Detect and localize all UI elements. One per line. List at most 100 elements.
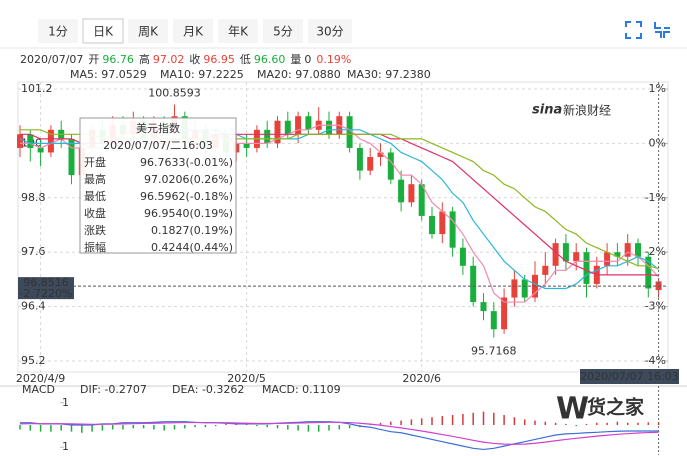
candle-body [521,279,528,298]
tooltip-time: 2020/07/07/二16:03 [103,139,213,152]
tab-label[interactable]: 年K [228,25,249,39]
info-value: 96.95 [203,53,235,66]
y2-tick-label: -3% [645,300,666,313]
candle-body [511,279,518,298]
candle-body [604,252,611,266]
candle-body [356,147,363,171]
tooltip-label: 收盘 [84,206,106,220]
candle-body [459,247,466,266]
tab-label[interactable]: 周K [138,25,159,39]
tooltip-label: 最低 [84,190,106,203]
candle-body [573,252,580,262]
info-label: 低 [240,53,251,66]
candle-body [243,143,250,148]
tab[interactable] [263,19,303,43]
legend-entry: MA30: 97.2380 [347,68,431,81]
info-value: 96.76 [102,53,134,66]
macd-tick-label: 1 [62,396,69,409]
candle-body [480,302,487,312]
macd-legend: DIF: -0.2707 [80,383,147,396]
candle-body [367,157,374,171]
info-value: 96.60 [254,53,286,66]
tab[interactable] [308,19,352,43]
legend-entry: MA5: 97.0529 [70,68,147,81]
candle-body [17,134,23,148]
tab[interactable] [38,19,78,43]
tab[interactable] [82,18,124,44]
candle-body [47,129,54,153]
tooltip-label: 最高 [84,172,106,186]
candle-body [490,311,497,330]
info-change: 0.19% [316,53,351,66]
tooltip-title: 美元指数 [136,121,180,135]
tooltip-label: 开盘 [84,155,106,169]
candle-body [562,243,569,262]
y-tick-label: 95.2 [21,354,46,367]
expand-icon[interactable] [625,21,642,39]
info-value: 0 [304,53,311,66]
watermark-name: 新浪财经 [563,103,611,118]
tab[interactable] [128,19,168,43]
candle-body [624,243,631,257]
candle-body [274,120,281,144]
candle-body [377,152,384,157]
tab[interactable] [218,19,258,43]
tooltip-box [79,117,237,254]
info-label: 量 [290,53,301,66]
candle-body [501,297,508,330]
tab-label[interactable]: 月K [183,25,204,39]
candle-body [264,129,271,144]
candle-body [326,120,332,135]
tab[interactable] [173,19,213,43]
tab-label[interactable]: 5分 [273,25,293,39]
tab-label[interactable]: 日K [93,25,114,39]
candle-body [418,184,425,216]
legend-entry: MA10: 97.2225 [160,68,244,81]
current-change-label: -2.7220% [20,287,73,300]
candle-body [37,147,44,153]
tooltip-value: 96.9540(0.19%) [144,207,233,220]
tooltip-value: 0.1827(0.19%) [151,224,233,237]
candle-body [583,252,590,284]
y2-tick-label: -1% [645,191,666,204]
y2-tick-label: 0% [649,136,666,149]
grid-icon[interactable] [654,22,670,38]
macd-title: MACD [22,383,55,396]
current-price-label: 96.8516 [23,276,69,289]
tooltip-value: 97.0206(0.26%) [144,173,233,186]
candle-body [429,215,435,235]
logo-mark: W [556,392,589,427]
candle-body [295,116,302,135]
x-tick-label: 2020/5 [227,372,266,385]
logo-text: 货之家 [587,396,645,419]
min-label: 95.7168 [471,345,517,358]
y-tick-label: 98.8 [21,191,46,204]
candle-body [635,243,641,257]
y2-tick-label: 1% [649,82,666,95]
candle-body [68,138,75,176]
tooltip-value: 0.4244(0.44%) [151,241,233,254]
current-price-box [18,277,74,300]
tab-label[interactable]: 1分 [48,25,68,39]
candle-body [284,120,291,135]
macd-legend: DEA: -0.3262 [172,383,244,396]
info-value: 97.02 [153,53,185,66]
tooltip-value: 96.7633(-0.01%) [140,156,233,169]
tooltip: 美元指数 2020/07/07/二16:03 开盘 96.7633(-0.01%)… [79,117,237,254]
tooltip-label: 涨跌 [84,223,106,237]
y2-tick-label: -2% [645,245,666,258]
toolbar: 1分 日K 周K 月K 年K 5分 30分 [38,18,352,44]
candle-body [552,243,559,266]
info-date: 2020/07/07 [20,53,83,66]
plot-frame [17,81,669,373]
y-tick-label: 97.6 [21,245,46,258]
fullscreen-icon[interactable] [625,21,670,39]
macd-legend: MACD: 0.1109 [262,383,341,396]
y-tick-label: 101.2 [21,82,53,95]
candle-body [27,134,34,148]
info-label: 开 [88,53,99,66]
cursor-x-label: 2020/07/07 16:03 [580,370,679,383]
candle-body [439,211,446,235]
y-tick-label: 96.4 [21,300,46,313]
tab-label[interactable]: 30分 [316,25,343,39]
